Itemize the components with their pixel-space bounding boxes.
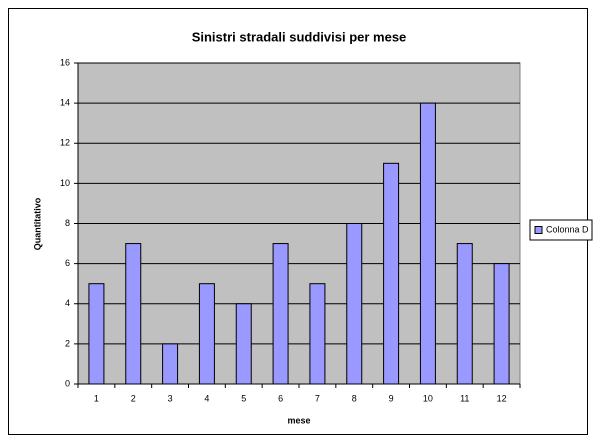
y-tick-label: 16	[60, 57, 70, 67]
bar	[88, 283, 105, 385]
x-tick-label: 4	[204, 393, 209, 403]
bar	[198, 283, 215, 385]
x-tick-label: 12	[497, 393, 507, 403]
bar	[419, 102, 436, 385]
x-tick-label: 7	[315, 393, 320, 403]
bar	[309, 283, 326, 385]
bar	[346, 223, 363, 385]
bar	[493, 263, 510, 385]
x-tick-label: 3	[168, 393, 173, 403]
y-tick-label: 8	[65, 218, 70, 228]
y-tick-label: 2	[65, 338, 70, 348]
x-tick-label: 2	[131, 393, 136, 403]
bar	[125, 243, 142, 385]
legend-box	[529, 219, 593, 241]
x-axis-title: mese	[287, 415, 310, 425]
x-tick-label: 1	[94, 393, 99, 403]
legend-label: Colonna D	[546, 224, 589, 234]
y-tick-label: 0	[65, 378, 70, 388]
bar	[162, 343, 179, 385]
x-tick-label: 9	[389, 393, 394, 403]
y-tick-label: 4	[65, 298, 70, 308]
x-tick-label: 10	[423, 393, 433, 403]
y-tick-label: 10	[60, 178, 70, 188]
x-tick-label: 6	[278, 393, 283, 403]
bar	[383, 162, 400, 385]
y-tick-label: 6	[65, 258, 70, 268]
bar	[235, 303, 252, 385]
legend-swatch	[534, 226, 543, 234]
y-tick-label: 12	[60, 138, 70, 148]
chart-title: Sinistri stradali suddivisi per mese	[192, 29, 407, 44]
y-axis-title: Quantitativo	[32, 197, 42, 250]
bar	[272, 243, 289, 385]
x-tick-label: 8	[352, 393, 357, 403]
y-tick-label: 14	[60, 98, 70, 108]
x-tick-label: 11	[460, 393, 469, 403]
bar	[456, 243, 473, 385]
x-tick-label: 5	[241, 393, 246, 403]
